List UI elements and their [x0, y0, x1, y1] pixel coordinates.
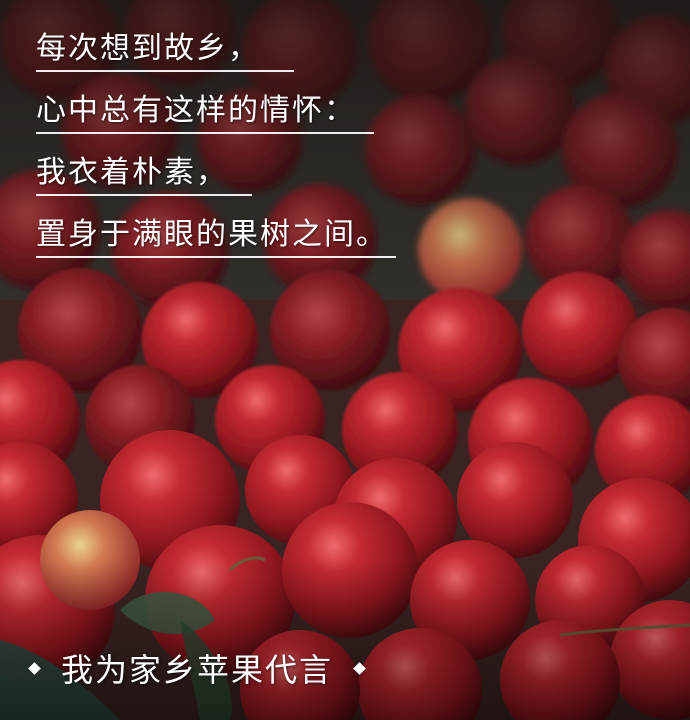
caption: 我为家乡苹果代言: [0, 648, 440, 689]
poem-line-3: 我衣着朴素，: [36, 156, 252, 196]
poem-row: 我衣着朴素，: [36, 156, 496, 218]
poem: 每次想到故乡， 心中总有这样的情怀： 我衣着朴素， 置身于满眼的果树之间。: [36, 32, 496, 280]
poem-line-2: 心中总有这样的情怀：: [36, 94, 374, 134]
diamond-icon: [353, 661, 366, 675]
diamond-icon: [28, 661, 41, 675]
poem-line-1: 每次想到故乡，: [36, 32, 294, 72]
poem-row: 每次想到故乡，: [36, 32, 496, 94]
caption-text: 我为家乡苹果代言: [61, 651, 334, 689]
poem-row: 置身于满眼的果树之间。: [36, 218, 496, 280]
poem-row: 心中总有这样的情怀：: [36, 94, 496, 156]
poem-line-4: 置身于满眼的果树之间。: [36, 218, 396, 258]
